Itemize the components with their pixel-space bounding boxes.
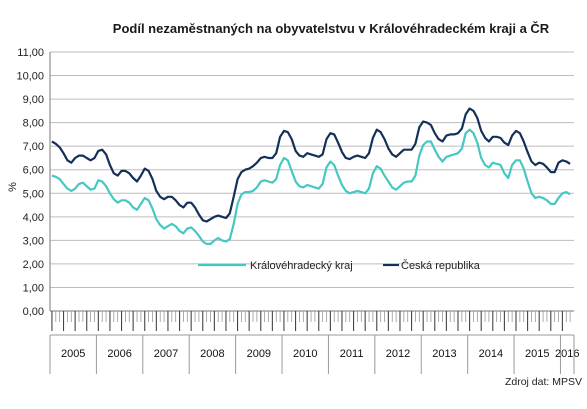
y-tick-label: 3,00 xyxy=(23,235,44,247)
legend: Královéhradecký kraj Česká republika xyxy=(198,259,481,272)
year-label: 2013 xyxy=(432,348,456,360)
year-label: 2005 xyxy=(61,348,85,360)
y-tick-label: 4,00 xyxy=(23,212,44,224)
x-axis xyxy=(49,52,571,331)
y-tick-label: 0,00 xyxy=(23,306,44,318)
y-tick-label: 11,00 xyxy=(17,47,44,59)
series-line-kralovehradecky-kraj xyxy=(51,128,571,245)
year-label: 2010 xyxy=(293,348,317,360)
series-line-ceska-republika xyxy=(51,107,571,223)
year-label: 2006 xyxy=(107,348,131,360)
legend-label-ceska-republika: Česká republika xyxy=(401,259,481,272)
y-tick-label: 9,00 xyxy=(23,94,44,106)
source-note: Zdroj dat: MPSV xyxy=(505,376,582,388)
y-tick-label: 8,00 xyxy=(23,118,44,130)
y-tick-label: 6,00 xyxy=(23,165,44,177)
y-tick-label: 1,00 xyxy=(23,282,44,294)
gridlines xyxy=(50,51,574,312)
y-axis-tick-labels: 0,00 1,00 2,00 3,00 4,00 5,00 6,00 7,00 8,00 9,00… xyxy=(16,47,44,318)
year-label: 2011 xyxy=(340,348,364,360)
y-tick-label: 10,00 xyxy=(16,71,44,83)
year-label: 2016 xyxy=(555,348,579,360)
y-axis-label: % xyxy=(7,182,19,192)
year-labels: 2005 2006 2007 2008 2009 2010 2011 2012 2013 2014… xyxy=(49,334,579,374)
year-label: 2009 xyxy=(247,348,271,360)
year-label: 2014 xyxy=(479,348,503,360)
chart-title: Podíl nezaměstnaných na obyvatelstvu v K… xyxy=(113,21,550,36)
year-label: 2008 xyxy=(200,348,224,360)
year-label: 2015 xyxy=(525,348,549,360)
year-label: 2007 xyxy=(154,348,178,360)
year-label: 2012 xyxy=(386,348,410,360)
y-tick-label: 5,00 xyxy=(23,188,44,200)
y-tick-label: 2,00 xyxy=(23,259,44,271)
legend-label-kralovehradecky-kraj: Královéhradecký kraj xyxy=(250,260,353,272)
y-tick-label: 7,00 xyxy=(23,141,44,153)
